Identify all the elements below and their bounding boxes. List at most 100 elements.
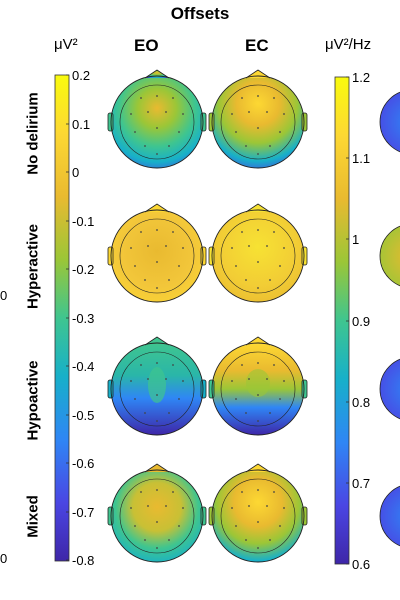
topomap-mixed-ec [208,463,308,563]
edge-label-bottom: 0 [0,551,8,566]
electrode-dot [231,380,233,382]
edge-label-top: 0 [0,288,8,303]
electrode-dot [178,131,180,133]
column-header-eo: EO [134,36,159,55]
electrode-dot [245,145,247,147]
electrode-dot [279,398,281,400]
electrode-dot [231,247,233,249]
electrode-dot [266,378,268,380]
electrode-dot [248,111,250,113]
electrode-dot [241,364,243,366]
electrode-dot [144,412,146,414]
electrode-dot [156,420,158,422]
electrode-dot [168,539,170,541]
electrode-dot [248,245,250,247]
topomap-mixed-eo [107,463,207,563]
topomap-no-delirium-ec [208,69,308,169]
electrode-dot [140,364,142,366]
topomap-cropped-right-1 [379,91,400,153]
electrode-dot [156,547,158,549]
electrode-dot [172,97,174,99]
electrode-dot [257,420,259,422]
electrode-dot [283,380,285,382]
electrode-dot [273,231,275,233]
electrode-dot [235,265,237,267]
left-tick-label: 0.1 [72,117,91,132]
electrode-dot [147,245,149,247]
left-tick-label: -0.1 [72,214,95,229]
electrode-dot [235,131,237,133]
electrode-dot [147,505,149,507]
electrode-dot [165,505,167,507]
topomap-cropped-right-2 [379,225,400,287]
right-colorbar [334,76,350,565]
topomap-cropped-right-4 [379,485,400,547]
right-tick-label: 0.8 [352,395,371,410]
electrode-dot [245,412,247,414]
electrode-dot [144,145,146,147]
electrode-dot [168,412,170,414]
electrode-dot [231,113,233,115]
electrode-dot [245,279,247,281]
electrode-dot [257,547,259,549]
electrode-dot [156,489,158,491]
right-colorbar-unit: μV²/Hz [325,36,372,53]
electrode-dot [241,97,243,99]
left-tick-label: 0.2 [72,68,91,83]
electrode-dot [130,113,132,115]
left-colorbar-unit: μV² [54,36,78,53]
electrode-dot [130,247,132,249]
left-tick-label: -0.4 [72,359,95,374]
electrode-dot [231,507,233,509]
electrode-dot [140,491,142,493]
column-header-ec: EC [245,36,269,55]
electrode-dot [156,229,158,231]
electrode-dot [168,279,170,281]
right-tick-label: 0.7 [352,476,371,491]
electrode-dot [235,525,237,527]
topomap-hypoactive-eo [107,336,207,436]
right-tick-label: 1.2 [352,70,371,85]
electrode-dot [178,525,180,527]
topomap-hyperactive-eo [107,203,207,303]
right-tick-label: 1.1 [352,151,371,166]
electrode-dot [279,265,281,267]
electrode-dot [269,412,271,414]
electrode-dot [156,261,158,263]
electrode-dot [273,364,275,366]
electrode-dot [134,525,136,527]
right-tick-label: 0.6 [352,557,371,572]
electrode-dot [178,398,180,400]
left-tick-label: -0.8 [72,553,95,568]
electrode-dot [130,380,132,382]
electrode-dot [283,247,285,249]
electrode-dot [140,97,142,99]
figure-title: Offsets [170,4,230,23]
left-colorbar-ticks [66,74,69,561]
electrode-dot [144,279,146,281]
electrode-dot [156,287,158,289]
electrode-dot [257,489,259,491]
electrode-dot [279,131,281,133]
electrode-dot [266,505,268,507]
electrode-dot [273,491,275,493]
left-tick-label: -0.2 [72,262,95,277]
electrode-dot [248,505,250,507]
electrode-dot [156,521,158,523]
electrode-dot [269,279,271,281]
electrode-dot [147,378,149,380]
electrode-dot [257,261,259,263]
electrode-dot [156,95,158,97]
electrode-dot [269,539,271,541]
electrode-dot [156,153,158,155]
electrode-dot [273,97,275,99]
topomap-hyperactive-ec [208,203,308,303]
electrode-dot [241,231,243,233]
electrode-dot [134,131,136,133]
electrode-dot [134,265,136,267]
electrode-dot [257,127,259,129]
electrode-dot [172,491,174,493]
electrode-dot [245,539,247,541]
electrode-dot [147,111,149,113]
